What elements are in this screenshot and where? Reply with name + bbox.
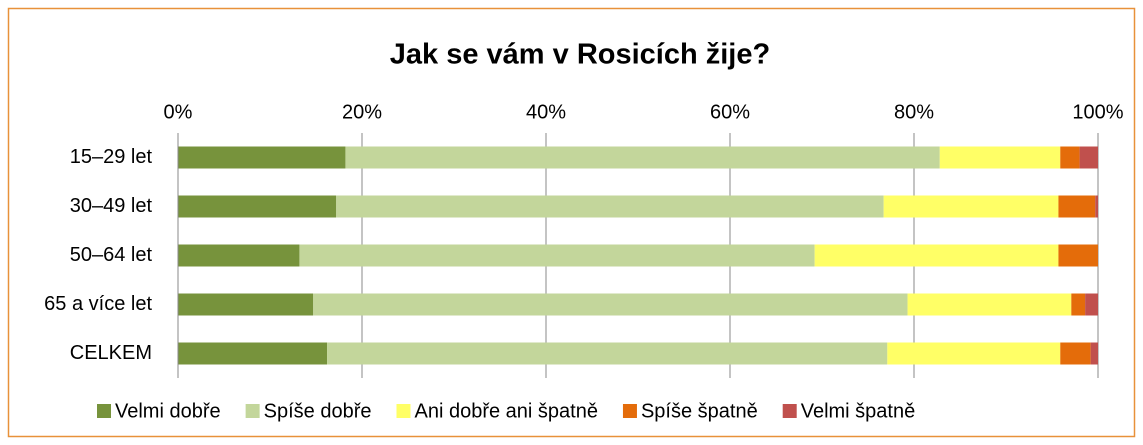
bar-segment — [1060, 146, 1080, 169]
x-tick-label: 0% — [164, 101, 193, 123]
bar-segment — [345, 146, 940, 169]
bar-segment — [887, 342, 1061, 365]
legend-swatch — [622, 404, 637, 418]
bar-segment — [313, 293, 908, 316]
bar-segment — [883, 195, 1059, 218]
bar-segment — [1058, 244, 1098, 267]
chart-border — [7, 7, 1136, 438]
bar-segment — [327, 342, 888, 365]
legend-label: Velmi špatně — [801, 400, 916, 422]
legend-swatch — [245, 404, 260, 418]
bar-segment — [178, 244, 300, 267]
bar-segment — [178, 342, 328, 365]
legend-swatch — [396, 404, 411, 418]
bar-segment — [1071, 293, 1086, 316]
bar-segment — [1095, 195, 1098, 218]
bar-segment — [939, 146, 1061, 169]
x-tick-label: 80% — [894, 101, 934, 123]
x-tick-label: 100% — [1072, 101, 1123, 123]
x-tick-label: 60% — [710, 101, 750, 123]
bar-segment — [1079, 146, 1098, 169]
bar-segment — [178, 195, 337, 218]
y-tick-label: 30–49 let — [70, 195, 153, 217]
legend-label: Spíše špatně — [641, 400, 758, 422]
bar-segment — [1058, 195, 1096, 218]
y-tick-label: 50–64 let — [70, 244, 153, 266]
bar-segment — [814, 244, 1059, 267]
bar-segment — [1060, 342, 1091, 365]
bar-segment — [178, 146, 346, 169]
bar-segment — [1090, 342, 1098, 365]
legend-swatch — [782, 404, 797, 418]
y-tick-label: 15–29 let — [70, 146, 153, 168]
legend-label: Ani dobře ani špatně — [414, 400, 597, 422]
legend-label: Spíše dobře — [264, 400, 372, 422]
bar-segment — [336, 195, 884, 218]
bar-segment — [907, 293, 1072, 316]
chart-title: Jak se vám v Rosicích žije? — [390, 39, 770, 71]
x-tick-label: 20% — [342, 101, 382, 123]
bar-segment — [1085, 293, 1098, 316]
legend-swatch — [97, 404, 111, 418]
x-tick-label: 40% — [526, 101, 566, 123]
bar-segment — [178, 293, 314, 316]
y-tick-label: CELKEM — [70, 342, 152, 364]
y-tick-label: 65 a více let — [44, 293, 152, 315]
legend-label: Velmi dobře — [115, 400, 221, 422]
bar-segment — [299, 244, 815, 267]
